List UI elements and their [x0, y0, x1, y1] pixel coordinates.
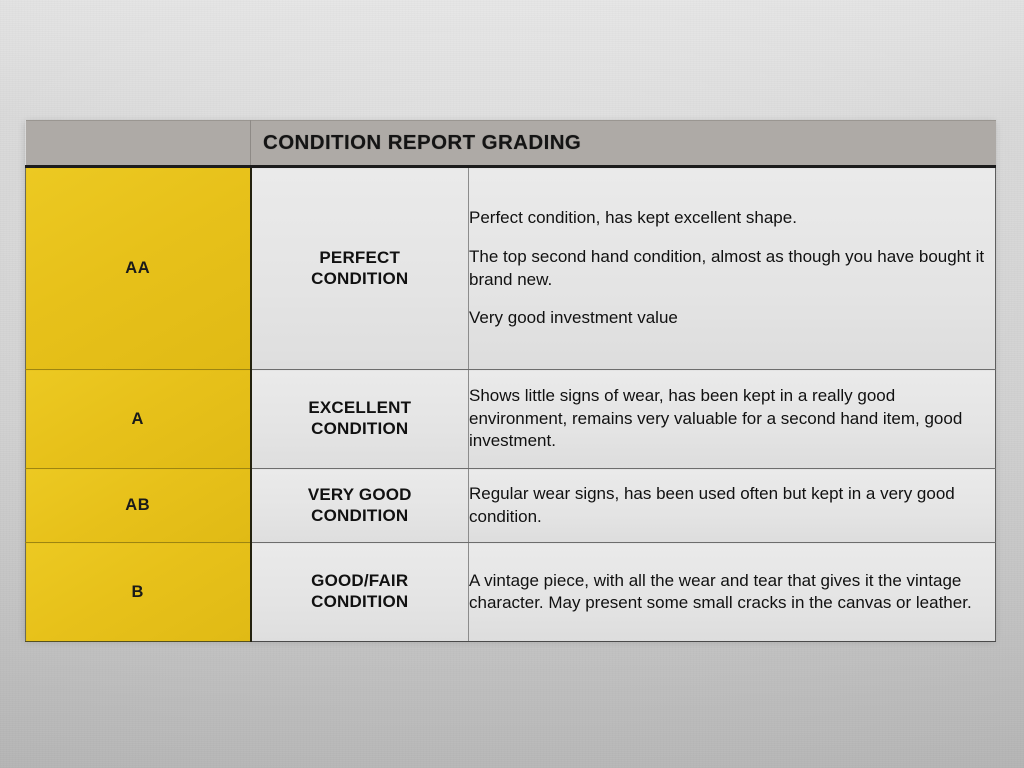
condition-report-grading-table: CONDITION REPORT GRADING AA PERFECT COND…	[25, 120, 996, 642]
grade-label: AA	[125, 259, 151, 277]
description-cell-aa: Perfect condition, has kept excellent sh…	[468, 166, 996, 370]
condition-label-line2: CONDITION	[311, 419, 409, 438]
description-cell-b: A vintage piece, with all the wear and t…	[468, 542, 996, 642]
grade-cell-a: A	[25, 369, 252, 469]
condition-label-line2: CONDITION	[311, 268, 409, 288]
condition-cell-b: GOOD/FAIR CONDITION	[250, 542, 469, 642]
condition-cell-a: EXCELLENT CONDITION	[250, 369, 469, 469]
grade-cell-b: B	[25, 542, 252, 642]
description-paragraph: Shows little signs of wear, has been kep…	[469, 386, 963, 451]
table-header-row: CONDITION REPORT GRADING	[25, 120, 996, 168]
description-paragraph: Perfect condition, has kept excellent sh…	[469, 208, 797, 228]
table-row: AA PERFECT CONDITION Perfect condition, …	[25, 166, 996, 370]
description-paragraph: Regular wear signs, has been used often …	[469, 484, 955, 526]
table-row: B GOOD/FAIR CONDITION A vintage piece, w…	[25, 542, 996, 642]
table-row: A EXCELLENT CONDITION Shows little signs…	[25, 369, 996, 469]
condition-label-line1: VERY GOOD	[307, 484, 412, 504]
grade-cell-ab: AB	[25, 468, 252, 543]
condition-cell-ab: VERY GOOD CONDITION	[250, 468, 469, 543]
description-cell-ab: Regular wear signs, has been used often …	[468, 468, 996, 543]
header-spacer-cell	[25, 120, 251, 168]
grade-label: B	[131, 582, 145, 601]
grade-label: AB	[125, 496, 151, 514]
grade-cell-aa: AA	[25, 166, 252, 370]
condition-cell-aa: PERFECT CONDITION	[250, 166, 469, 370]
condition-label-line2: CONDITION	[311, 505, 409, 525]
condition-label-line1: GOOD/FAIR	[311, 571, 409, 591]
description-paragraph: Very good investment value	[469, 308, 678, 328]
condition-report-grading-table-container: CONDITION REPORT GRADING AA PERFECT COND…	[25, 120, 996, 642]
description-paragraph: The top second hand condition, almost as…	[469, 247, 985, 289]
condition-label-line1: PERFECT	[319, 247, 401, 267]
condition-label-line1: EXCELLENT	[308, 398, 412, 418]
header-title-cell: CONDITION REPORT GRADING	[250, 120, 996, 168]
grade-label: A	[131, 409, 145, 428]
page-title: CONDITION REPORT GRADING	[263, 131, 582, 154]
description-cell-a: Shows little signs of wear, has been kep…	[468, 369, 996, 469]
description-paragraph: A vintage piece, with all the wear and t…	[469, 570, 972, 612]
condition-label-line2: CONDITION	[311, 592, 409, 611]
table-row: AB VERY GOOD CONDITION Regular wear sign…	[25, 468, 996, 543]
